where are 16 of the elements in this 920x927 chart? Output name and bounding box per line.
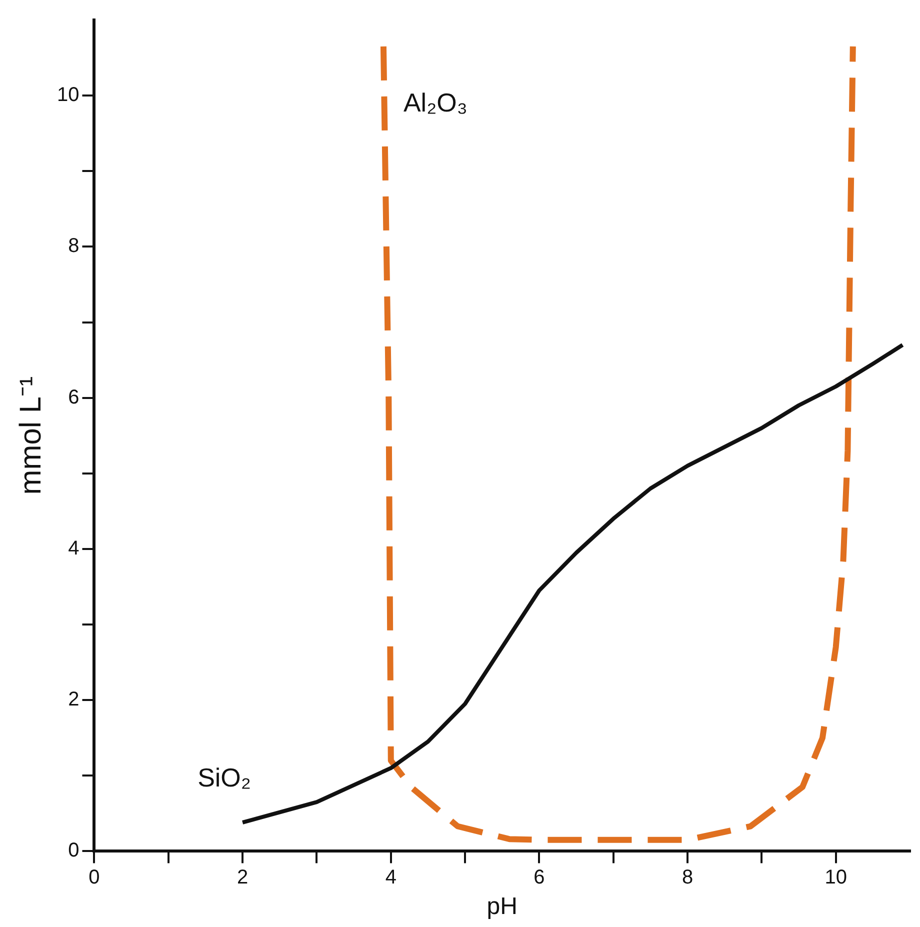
y-tick-label: 8 [68, 235, 80, 258]
x-axis-title: pH [486, 893, 518, 920]
x-tick-label: 2 [237, 866, 248, 889]
x-tick-label: 10 [824, 866, 847, 889]
x-tick-label: 0 [88, 866, 100, 889]
x-tick-label: 6 [534, 866, 545, 889]
y-tick-label: 6 [68, 386, 80, 408]
y-tick-label: 4 [68, 537, 80, 560]
x-tick-label: 4 [385, 866, 396, 889]
y-tick-label: 0 [68, 840, 80, 862]
series-label: SiO₂ [198, 762, 251, 793]
y-tick-label: 10 [56, 84, 80, 106]
x-tick-label: 8 [682, 866, 694, 889]
series-label: Al₂O₃ [403, 88, 468, 118]
y-tick-label: 2 [68, 688, 80, 711]
y-axis-title: mmol L⁻¹ [14, 376, 48, 495]
